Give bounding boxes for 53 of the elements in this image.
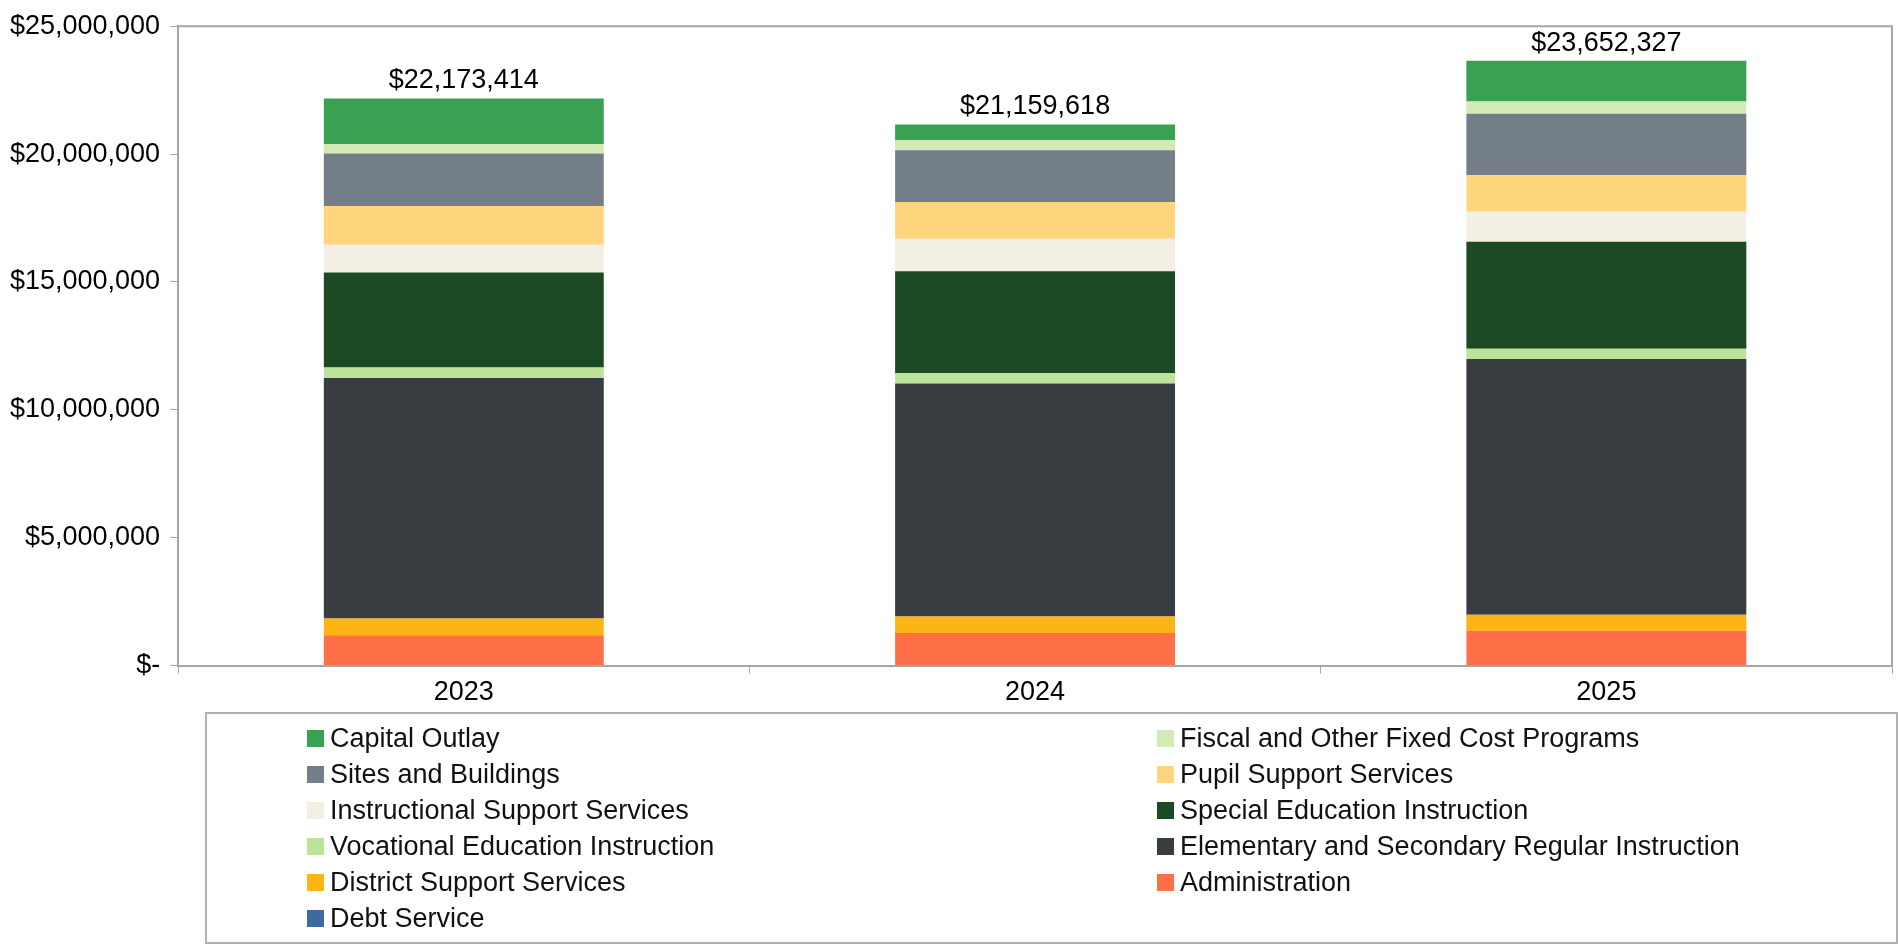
legend-label: Debt Service — [330, 902, 485, 934]
y-tick-label: $10,000,000 — [9, 393, 161, 424]
bar — [323, 144, 604, 154]
x-tick-label: 2025 — [1576, 676, 1637, 707]
bar — [895, 383, 1176, 617]
bar — [1466, 358, 1747, 615]
legend-label: Special Education Instruction — [1180, 794, 1529, 826]
bar — [895, 150, 1176, 202]
bar — [1466, 175, 1747, 212]
total-label: $23,652,327 — [1531, 26, 1682, 57]
bar — [895, 373, 1176, 384]
x-tick-label: 2023 — [433, 676, 494, 707]
bar — [1466, 630, 1747, 666]
legend-label: District Support Services — [330, 866, 626, 898]
total-label: $21,159,618 — [960, 90, 1111, 121]
bar — [323, 367, 604, 379]
bar — [323, 272, 604, 368]
bar — [1466, 113, 1747, 176]
bar — [323, 618, 604, 636]
bar — [895, 238, 1176, 272]
bar — [1466, 241, 1747, 349]
bar — [895, 616, 1176, 634]
legend-label: Elementary and Secondary Regular Instruction — [1180, 830, 1740, 862]
bar — [323, 98, 604, 145]
bar — [323, 635, 604, 666]
bar — [1466, 614, 1747, 631]
bar — [1466, 348, 1747, 359]
legend-label: Sites and Buildings — [330, 758, 560, 790]
y-tick-label: $- — [136, 649, 161, 680]
bar — [323, 378, 604, 619]
bar — [1466, 101, 1747, 114]
bar — [895, 124, 1176, 141]
bar — [895, 201, 1176, 239]
total-label: $22,173,414 — [388, 64, 539, 95]
legend-label: Instructional Support Services — [330, 794, 689, 826]
legend-label: Fiscal and Other Fixed Cost Programs — [1180, 722, 1640, 754]
bar — [323, 205, 604, 245]
bar — [1466, 60, 1747, 102]
y-tick-label: $25,000,000 — [9, 9, 161, 40]
y-tick-label: $5,000,000 — [25, 521, 161, 552]
bar — [895, 633, 1176, 666]
bar — [323, 244, 604, 273]
bar — [895, 271, 1176, 374]
legend-label: Administration — [1180, 866, 1352, 898]
bar — [323, 153, 604, 206]
legend-label: Vocational Education Instruction — [330, 830, 715, 862]
legend-label: Capital Outlay — [330, 722, 500, 754]
x-tick-label: 2024 — [1005, 676, 1066, 707]
y-tick-label: $20,000,000 — [9, 137, 161, 168]
bar — [895, 140, 1176, 151]
bar — [1466, 211, 1747, 242]
y-tick-label: $15,000,000 — [9, 265, 161, 296]
legend-label: Pupil Support Services — [1180, 758, 1454, 790]
